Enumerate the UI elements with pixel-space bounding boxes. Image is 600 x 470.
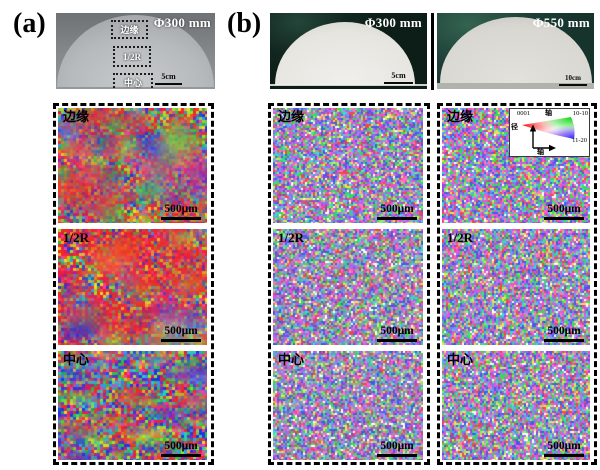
map-label: 1/2R <box>63 230 89 245</box>
map-scalebar: 500μm <box>377 203 417 220</box>
scalebar-line <box>544 216 584 220</box>
scalebar-line <box>155 82 182 85</box>
ebsd-map-canvas <box>58 351 207 460</box>
map-scalebar: 500μm <box>161 325 201 342</box>
scalebar-line <box>161 216 201 220</box>
region-label-edge: 边缘 <box>120 25 139 35</box>
panel-a-wafer-photo: 边缘 1/2R 中心 Φ300 mm 5cm <box>56 13 215 89</box>
ebsd-map-canvas <box>442 229 590 345</box>
ebsd-map-a-edge: 边缘 500μm <box>58 108 207 223</box>
scalebar-line <box>161 453 201 457</box>
ipf-color-key: 0001 轴 10-10 11-20 径 轴 <box>509 108 590 157</box>
map-scale-text: 500μm <box>547 203 581 215</box>
map-scalebar: 500μm <box>377 325 417 342</box>
diameter-label: Φ300 mm <box>364 15 422 30</box>
diameter-label: Φ300 mm <box>153 15 211 30</box>
ipf-triangle-graphic <box>522 117 575 152</box>
map-scale-text: 500μm <box>164 203 198 215</box>
ebsd-map-canvas <box>273 351 423 460</box>
panel-b-map-column-300: 边缘 500μm 1/2R 500μm 中心 500μm <box>268 103 430 465</box>
map-label: 边缘 <box>278 109 305 124</box>
map-label: 中心 <box>63 352 90 367</box>
map-label: 中心 <box>447 352 474 367</box>
panel-b-wafer-photo-300: Φ300 mm 5cm <box>270 13 427 89</box>
scalebar-line <box>377 453 417 457</box>
ebsd-map-a-halfr: 1/2R 500μm <box>58 229 207 345</box>
map-label: 边缘 <box>63 109 90 124</box>
scalebar-line <box>544 453 584 457</box>
photo-scalebar: 5cm <box>155 71 182 85</box>
ebsd-map-b300-center: 中心 500μm <box>273 351 423 460</box>
ebsd-map-b300-edge: 边缘 500μm <box>273 108 423 223</box>
map-scalebar: 500μm <box>377 440 417 457</box>
region-box-edge: 边缘 <box>111 20 148 39</box>
photo-divider-line <box>431 13 434 90</box>
photo-scalebar: 5cm <box>384 70 413 84</box>
ebsd-map-canvas <box>442 351 590 460</box>
map-scalebar: 500μm <box>161 203 201 220</box>
ebsd-map-canvas <box>58 229 207 345</box>
ebsd-map-canvas <box>58 108 207 223</box>
map-label: 边缘 <box>447 109 474 124</box>
map-scalebar: 500μm <box>161 440 201 457</box>
map-label: 1/2R <box>278 230 304 245</box>
panel-b-label: (b) <box>227 8 262 39</box>
stage-strip <box>437 83 594 89</box>
panel-a-map-column: 边缘 500μm 1/2R 500μm 中心 500μm <box>53 103 214 465</box>
scalebar-line <box>377 338 417 342</box>
scalebar-line <box>544 338 584 342</box>
map-scale-text: 500μm <box>380 440 414 452</box>
map-label: 1/2R <box>447 230 473 245</box>
ebsd-map-b550-halfr: 1/2R 500μm <box>442 229 590 345</box>
scalebar-line <box>384 81 413 84</box>
ebsd-map-canvas <box>273 229 423 345</box>
pole-label-1010: 10-10 <box>572 110 588 117</box>
pole-label-1120: 11-20 <box>572 137 587 144</box>
diameter-label: Φ550 mm <box>532 15 590 30</box>
region-label-center: 中心 <box>123 78 142 88</box>
region-label-halfr: 1/2R <box>123 51 141 62</box>
ebsd-map-b300-halfr: 1/2R 500μm <box>273 229 423 345</box>
map-scale-text: 500μm <box>380 203 414 215</box>
pole-label-0001: 0001 <box>517 110 530 117</box>
map-scale-text: 500μm <box>547 325 581 337</box>
wafer-edge-highlight <box>270 84 427 86</box>
map-scale-text: 500μm <box>380 325 414 337</box>
scalebar-line <box>559 84 587 86</box>
axis-label-top: 轴 <box>545 109 552 117</box>
map-scale-text: 500μm <box>547 440 581 452</box>
panel-b-wafer-photo-550: Φ550 mm 10cm <box>437 13 594 89</box>
axis-label-bottom: 轴 <box>537 148 544 156</box>
region-box-halfr: 1/2R <box>113 46 151 67</box>
photo-scale-text: 10cm <box>565 74 581 83</box>
photo-scalebar: 10cm <box>559 75 587 86</box>
ebsd-map-b550-edge: 边缘 500μm <box>442 108 590 223</box>
scalebar-line <box>161 338 201 342</box>
photo-scale-text: 5cm <box>161 71 176 81</box>
map-label: 中心 <box>278 352 305 367</box>
map-scalebar: 500μm <box>544 440 584 457</box>
scalebar-line <box>377 216 417 220</box>
ebsd-map-b550-center: 中心 500μm <box>442 351 590 460</box>
map-scalebar: 500μm <box>544 325 584 342</box>
panel-b-map-column-550: 边缘 500μm <box>437 103 597 465</box>
panel-a-label: (a) <box>13 8 46 39</box>
map-scale-text: 500μm <box>164 325 198 337</box>
axis-label-radial: 径 <box>511 123 518 131</box>
map-scalebar: 500μm <box>544 203 584 220</box>
ebsd-map-a-center: 中心 500μm <box>58 351 207 460</box>
photo-scale-text: 5cm <box>391 70 406 80</box>
map-scale-text: 500μm <box>164 440 198 452</box>
ebsd-map-canvas <box>273 108 423 223</box>
region-box-center: 中心 <box>113 73 153 89</box>
